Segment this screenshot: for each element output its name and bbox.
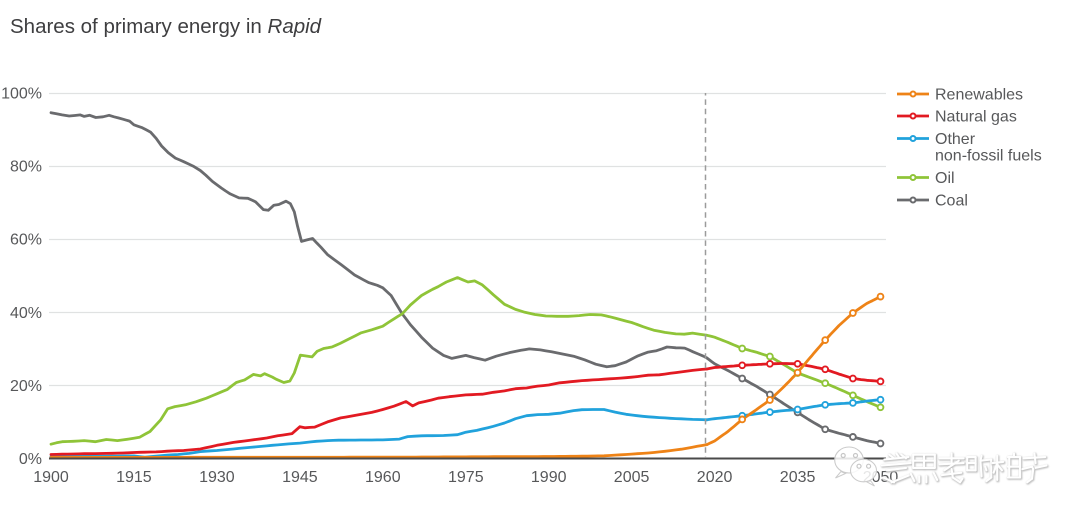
svg-text:2035: 2035 [780,469,816,486]
svg-text:1945: 1945 [282,469,318,486]
svg-text:Coal: Coal [935,193,968,210]
svg-text:Renewables: Renewables [935,87,1023,104]
svg-text:Other: Other [935,131,976,148]
svg-text:1915: 1915 [116,469,152,486]
svg-text:20%: 20% [10,378,42,395]
svg-text:80%: 80% [10,159,42,176]
svg-text:60%: 60% [10,232,42,249]
svg-text:Natural gas: Natural gas [935,109,1017,126]
svg-text:1900: 1900 [33,469,69,486]
svg-text:1990: 1990 [531,469,567,486]
svg-text:1975: 1975 [448,469,484,486]
svg-text:1930: 1930 [199,469,235,486]
svg-text:40%: 40% [10,305,42,322]
svg-text:Oil: Oil [935,170,955,187]
svg-text:2005: 2005 [614,469,650,486]
svg-text:2020: 2020 [697,469,733,486]
svg-text:non-fossil fuels: non-fossil fuels [935,148,1042,165]
svg-text:0%: 0% [19,451,42,468]
svg-text:Shares of primary energy in Ra: Shares of primary energy in Rapid [10,15,322,38]
svg-text:1960: 1960 [365,469,401,486]
svg-text:100%: 100% [1,86,42,103]
